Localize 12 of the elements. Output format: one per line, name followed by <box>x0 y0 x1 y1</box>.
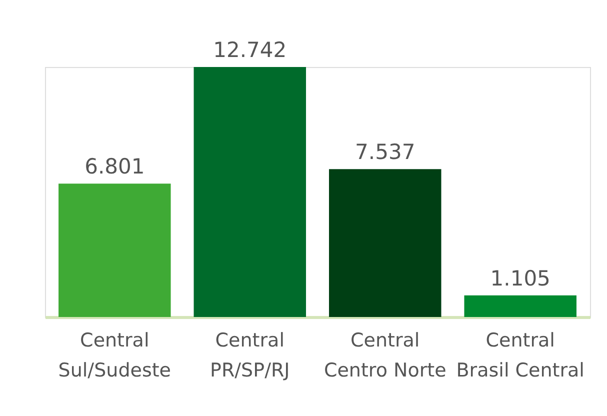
data-label: 1.105 <box>490 266 550 290</box>
x-tick-label: Central Sul/Sudeste <box>58 330 171 382</box>
data-label: 12.742 <box>213 38 287 62</box>
bar <box>194 67 306 317</box>
data-label: 7.537 <box>355 140 416 164</box>
bar <box>464 295 576 317</box>
data-label: 6.801 <box>84 154 145 179</box>
bar <box>328 169 442 317</box>
x-tick-label: Central Brasil Central <box>456 330 584 382</box>
bar <box>58 184 171 317</box>
x-tick-label: Central Centro Norte <box>324 330 446 382</box>
x-tick-label: Central PR/SP/RJ <box>210 330 290 382</box>
